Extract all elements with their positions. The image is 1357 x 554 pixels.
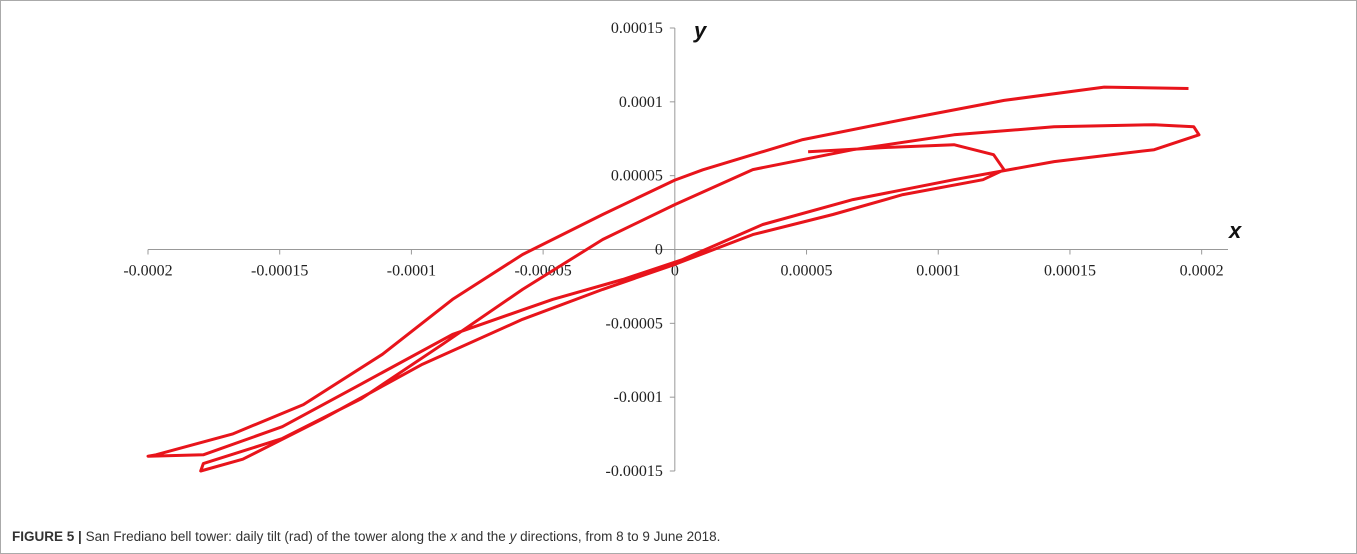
y-axis-label: y (693, 18, 708, 43)
caption-label: FIGURE 5 | (12, 529, 82, 544)
y-tick-label: 0.0001 (619, 94, 663, 111)
caption-text: y (509, 529, 518, 544)
x-tick-label: 0.00015 (1044, 263, 1096, 280)
x-tick-label: -0.00015 (251, 263, 308, 280)
x-tick-label: 0 (671, 263, 679, 280)
caption-text: x (449, 529, 458, 544)
y-tick-label: 0.00005 (611, 168, 663, 185)
x-tick-label: 0.00005 (781, 263, 833, 280)
caption: FIGURE 5 | San Frediano bell tower: dail… (12, 529, 720, 544)
y-tick-label: 0.00015 (611, 20, 663, 37)
caption-text: San Frediano bell tower: daily tilt (rad… (86, 529, 451, 544)
y-tick-label: -0.0001 (614, 389, 663, 406)
y-tick-label: -0.00015 (606, 463, 663, 480)
tilt-trace (146, 85, 1201, 473)
x-tick-label: -0.0002 (123, 263, 172, 280)
x-tick-label: 0.0001 (916, 263, 960, 280)
y-tick-label: -0.00005 (606, 315, 663, 332)
y-tick-label: 0 (655, 242, 663, 259)
x-tick-label: 0.0002 (1180, 263, 1224, 280)
x-tick-label: -0.0001 (387, 263, 436, 280)
x-axis-label: x (1228, 218, 1242, 243)
caption-text: and the (457, 529, 510, 544)
caption-text: directions, from 8 to 9 June 2018. (516, 529, 720, 544)
